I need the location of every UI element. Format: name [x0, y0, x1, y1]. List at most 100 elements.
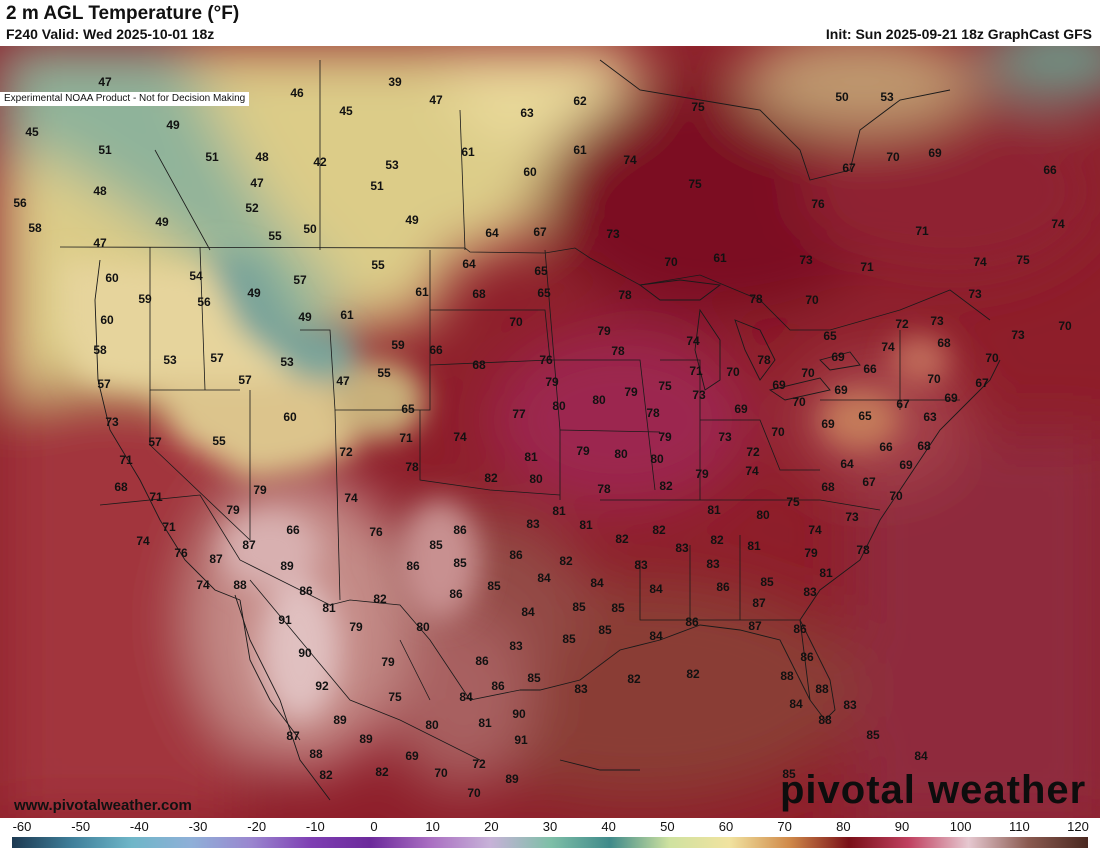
temperature-label: 79	[597, 324, 611, 338]
temperature-label: 83	[634, 558, 648, 572]
temperature-label: 71	[860, 260, 874, 274]
temperature-label: 52	[245, 201, 259, 215]
temperature-label: 82	[484, 471, 498, 485]
temperature-label: 76	[369, 525, 383, 539]
website-link[interactable]: www.pivotalweather.com	[14, 797, 192, 814]
temperature-label: 48	[255, 150, 269, 164]
map-canvas: 47 46 39 47 45 63 62 75 50 53 45 49 51 51 48 42 53 61 61 74…	[0, 46, 1100, 818]
temperature-label: 55	[212, 434, 226, 448]
temperature-label: 73	[1011, 328, 1025, 342]
temperature-label: 51	[98, 143, 112, 157]
temperature-label: 69	[772, 378, 786, 392]
temperature-label: 60	[283, 410, 297, 424]
temperature-label: 84	[590, 576, 604, 590]
temperature-label: 51	[205, 150, 219, 164]
temperature-label: 82	[627, 672, 641, 686]
temperature-label: 80	[529, 472, 543, 486]
colorbar-tick-label: -30	[188, 819, 208, 834]
temperature-label: 45	[25, 125, 39, 139]
temperature-label: 53	[163, 353, 177, 367]
colorbar-tick-label: 100	[949, 819, 972, 834]
temperature-label: 85	[562, 632, 576, 646]
colorbar-tick-label: -50	[71, 819, 91, 834]
temperature-label: 86	[406, 559, 420, 573]
init-time: Init: Sun 2025-09-21 18z GraphCast GFS	[825, 26, 1092, 42]
temperature-label: 55	[377, 366, 391, 380]
temperature-label: 58	[28, 221, 42, 235]
temperature-label: 85	[429, 538, 443, 552]
temperature-label: 71	[915, 224, 929, 238]
temperature-label: 89	[280, 559, 294, 573]
temperature-label: 81	[819, 566, 833, 580]
temperature-label: 87	[286, 729, 300, 743]
colorbar-tick-label: 60	[718, 819, 734, 834]
temperature-label: 70	[726, 365, 740, 379]
temperature-label: 45	[339, 104, 353, 118]
temperature-label: 86	[449, 587, 463, 601]
temperature-label: 79	[349, 620, 363, 634]
temperature-label: 83	[509, 639, 523, 653]
temperature-label: 57	[210, 351, 224, 365]
colorbar-tick-label: 90	[894, 819, 910, 834]
temperature-label: 79	[576, 444, 590, 458]
temperature-label: 82	[659, 479, 673, 493]
temperature-label: 74	[686, 334, 700, 348]
temperature-label: 67	[533, 225, 547, 239]
colorbar-tick-label: -10	[305, 819, 325, 834]
temperature-label: 70	[1058, 319, 1072, 333]
temperature-label: 71	[399, 431, 413, 445]
temperature-label: 67	[896, 397, 910, 411]
temperature-label: 69	[944, 391, 958, 405]
temperature-label: 83	[526, 517, 540, 531]
boundary-lines	[59, 60, 991, 761]
temperature-label: 84	[649, 582, 663, 596]
temperature-label: 73	[968, 287, 982, 301]
colorbar-gradient	[12, 837, 1088, 848]
temperature-label: 50	[303, 222, 317, 236]
temperature-label: 74	[1051, 217, 1065, 231]
temperature-label: 53	[385, 158, 399, 172]
temperature-label: 68	[472, 287, 486, 301]
temperature-label: 80	[552, 399, 566, 413]
temperature-label: 48	[93, 184, 107, 198]
colorbar-tick-label: 30	[542, 819, 558, 834]
colorbar-ticks: -60 -50 -40 -30 -20 -10 0 10 20 30 40 50 60 70 80 90 100…	[0, 818, 1100, 836]
temperature-label: 42	[313, 155, 327, 169]
temperature-label: 88	[780, 669, 794, 683]
temperature-label: 84	[789, 697, 803, 711]
temperature-label: 82	[559, 554, 573, 568]
temperature-label: 86	[800, 650, 814, 664]
temperature-label: 82	[375, 765, 389, 779]
temperature-map[interactable]: 47 46 39 47 45 63 62 75 50 53 45 49 51 51 48 42 53 61 61 74…	[0, 46, 1100, 818]
temperature-label: 78	[757, 353, 771, 367]
temperature-label: 85	[453, 556, 467, 570]
temperature-label: 68	[937, 336, 951, 350]
temperature-label: 74	[344, 491, 358, 505]
temperature-label: 79	[658, 430, 672, 444]
temperature-label: 83	[803, 585, 817, 599]
temperature-label: 71	[162, 520, 176, 534]
colorbar-tick-label: 20	[484, 819, 499, 834]
temperature-label: 86	[299, 584, 313, 598]
temperature-label: 47	[98, 75, 112, 89]
temperature-label: 55	[371, 258, 385, 272]
temperature-label: 73	[105, 415, 119, 429]
temperature-label: 86	[793, 622, 807, 636]
temperature-label: 60	[105, 271, 119, 285]
temperature-label: 49	[155, 215, 169, 229]
temperature-label: 57	[238, 373, 252, 387]
temperature-label: 39	[388, 75, 402, 89]
temperature-label: 65	[534, 264, 548, 278]
temperature-label: 70	[927, 372, 941, 386]
temperature-label: 57	[293, 273, 307, 287]
colorbar-tick-label: -20	[247, 819, 267, 834]
temperature-label: 70	[509, 315, 523, 329]
temperature-label: 46	[290, 86, 304, 100]
temperature-label: 75	[658, 379, 672, 393]
temperature-label: 80	[756, 508, 770, 522]
temperature-label: 87	[209, 552, 223, 566]
temperature-label: 64	[485, 226, 499, 240]
temperature-label: 78	[405, 460, 419, 474]
temperature-label: 82	[686, 667, 700, 681]
temperature-label: 75	[388, 690, 402, 704]
